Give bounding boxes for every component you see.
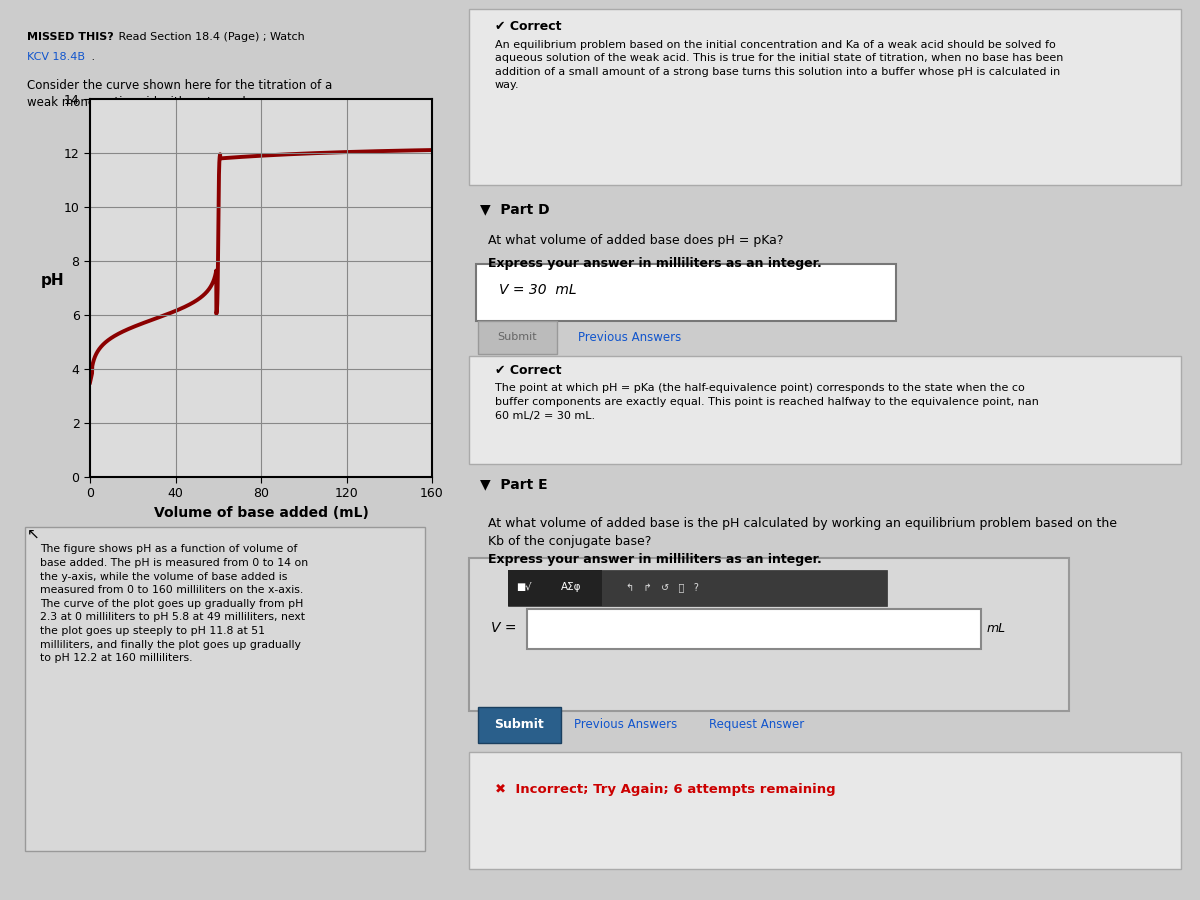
FancyBboxPatch shape [469,9,1181,184]
Text: Consider the curve shown here for the titration of a
weak monoprotic acid with a: Consider the curve shown here for the ti… [28,79,332,109]
Text: Express your answer in milliliters as an integer.: Express your answer in milliliters as an… [487,256,821,269]
Text: KCV 18.4B: KCV 18.4B [28,52,85,62]
FancyBboxPatch shape [469,558,1069,711]
X-axis label: Volume of base added (mL): Volume of base added (mL) [154,506,368,520]
FancyBboxPatch shape [478,321,557,354]
FancyBboxPatch shape [25,526,425,850]
Text: ✔ Correct: ✔ Correct [496,364,562,377]
Text: ■√: ■√ [516,581,532,592]
Text: ✔ Correct: ✔ Correct [496,20,562,32]
Text: The figure shows pH as a function of volume of
base added. The pH is measured fr: The figure shows pH as a function of vol… [41,544,308,663]
Text: V = 30  mL: V = 30 mL [499,283,576,297]
Text: ↖: ↖ [28,526,40,542]
FancyBboxPatch shape [478,706,562,742]
FancyBboxPatch shape [469,752,1181,868]
Text: At what volume of added base does pH = pKa?: At what volume of added base does pH = p… [487,234,784,247]
FancyBboxPatch shape [476,264,896,321]
FancyBboxPatch shape [527,609,982,649]
FancyBboxPatch shape [469,356,1181,464]
Text: ▼  Part D: ▼ Part D [480,202,550,217]
Text: Submit: Submit [494,718,545,731]
Text: Read Section 18.4 (Page) ; Watch: Read Section 18.4 (Page) ; Watch [115,32,305,41]
Text: .: . [88,52,95,62]
Text: The point at which pH = pKa (the half-equivalence point) corresponds to the stat: The point at which pH = pKa (the half-eq… [496,383,1039,420]
Text: Express your answer in milliliters as an integer.: Express your answer in milliliters as an… [487,554,821,566]
Text: V =: V = [491,621,517,635]
Text: An equilibrium problem based on the initial concentration and Ka of a weak acid : An equilibrium problem based on the init… [496,40,1063,90]
FancyBboxPatch shape [508,570,602,606]
FancyBboxPatch shape [508,570,887,606]
Text: Request Answer: Request Answer [709,718,804,731]
Text: Previous Answers: Previous Answers [574,718,677,731]
Text: ✖  Incorrect; Try Again; 6 attempts remaining: ✖ Incorrect; Try Again; 6 attempts remai… [496,783,835,796]
Text: ↰   ↱   ↺   ⬛   ?: ↰ ↱ ↺ ⬛ ? [626,581,700,592]
Text: AΣφ: AΣφ [562,581,582,592]
Text: Submit: Submit [498,332,538,343]
Text: mL: mL [986,622,1006,634]
Text: MISSED THIS?: MISSED THIS? [28,32,114,41]
Y-axis label: pH: pH [41,273,65,288]
Text: At what volume of added base is the pH calculated by working an equilibrium prob: At what volume of added base is the pH c… [487,518,1116,547]
Text: ▼  Part E: ▼ Part E [480,477,547,491]
Text: Previous Answers: Previous Answers [577,331,680,344]
